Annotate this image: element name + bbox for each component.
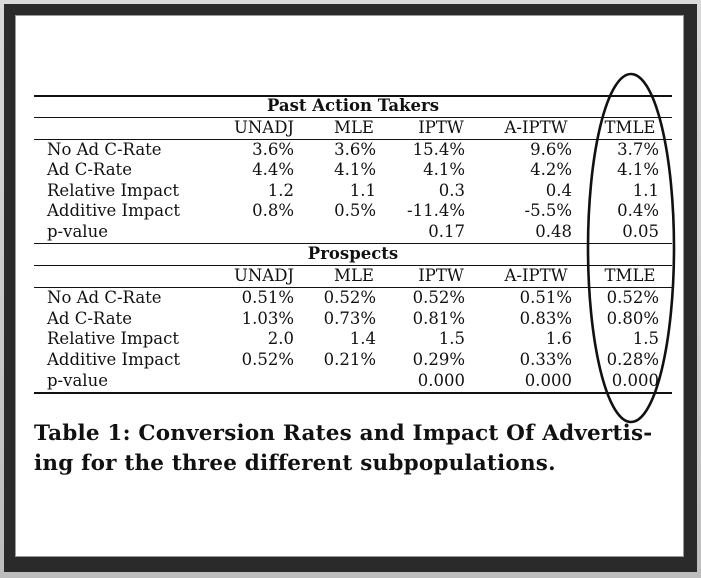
cell-unadj: 4.4%: [252, 160, 294, 179]
group-title-prospects: Prospects: [307, 244, 399, 263]
group-rule: [34, 117, 672, 118]
cell-mle: 1.1: [349, 181, 376, 200]
group-rule: [34, 265, 672, 266]
table-row: p-value 0.000 0.000 0.000: [34, 371, 672, 391]
row-label: Additive Impact: [47, 350, 180, 369]
table-row: No Ad C-Rate 3.6% 3.6% 15.4% 9.6% 3.7%: [34, 140, 672, 160]
table-row: No Ad C-Rate 0.51% 0.52% 0.52% 0.51% 0.5…: [34, 288, 672, 308]
cell-unadj: 1.03%: [241, 309, 294, 328]
cell-a-iptw: 0.33%: [519, 350, 572, 369]
cell-a-iptw: 4.2%: [530, 160, 572, 179]
row-label: No Ad C-Rate: [47, 288, 162, 307]
cell-iptw: 15.4%: [412, 140, 465, 159]
row-label: No Ad C-Rate: [47, 140, 162, 159]
cell-unadj: 3.6%: [252, 140, 294, 159]
cell-unadj: 2.0: [267, 329, 294, 348]
frame-border: [4, 4, 697, 572]
cell-mle: 0.21%: [323, 350, 376, 369]
cell-iptw: 0.52%: [412, 288, 465, 307]
column-header-tmle: TMLE: [604, 118, 656, 137]
row-label: Relative Impact: [47, 181, 179, 200]
cell-tmle: 0.05: [622, 222, 659, 241]
cell-a-iptw: -5.5%: [524, 201, 573, 220]
header-rule: [34, 139, 672, 140]
cell-mle: 0.5%: [334, 201, 376, 220]
cell-tmle: 0.80%: [606, 309, 659, 328]
row-label: p-value: [47, 222, 108, 241]
caption-line-2: ing for the three different subpopulatio…: [34, 451, 556, 476]
column-header-iptw: IPTW: [418, 266, 464, 285]
table-top-rule: [34, 95, 672, 97]
row-label: Ad C-Rate: [47, 160, 132, 179]
table-row: Additive Impact 0.52% 0.21% 0.29% 0.33% …: [34, 350, 672, 370]
column-header-a-iptw: A-IPTW: [504, 266, 568, 285]
row-label: Additive Impact: [47, 201, 180, 220]
slide-canvas: [15, 15, 684, 557]
cell-tmle: 0.52%: [606, 288, 659, 307]
column-header-row: UNADJ MLE IPTW A-IPTW TMLE: [34, 118, 672, 138]
cell-tmle: 0.28%: [606, 350, 659, 369]
table-row: Relative Impact 1.2 1.1 0.3 0.4 1.1: [34, 181, 672, 201]
table-row: Ad C-Rate 4.4% 4.1% 4.1% 4.2% 4.1%: [34, 160, 672, 180]
column-header-unadj: UNADJ: [233, 266, 295, 285]
cell-tmle: 0.4%: [617, 201, 659, 220]
cell-tmle: 0.000: [611, 371, 659, 390]
cell-unadj: 0.8%: [252, 201, 294, 220]
cell-mle: 3.6%: [334, 140, 376, 159]
column-header-mle: MLE: [334, 266, 374, 285]
column-header-tmle: TMLE: [604, 266, 656, 285]
table-row: p-value 0.17 0.48 0.05: [34, 222, 672, 242]
caption-line-1: Table 1: Conversion Rates and Impact Of …: [34, 421, 653, 446]
cell-a-iptw: 9.6%: [530, 140, 572, 159]
table-row: Relative Impact 2.0 1.4 1.5 1.6 1.5: [34, 329, 672, 349]
table-caption: Table 1: Conversion Rates and Impact Of …: [34, 419, 664, 479]
group-title-past-action-takers: Past Action Takers: [266, 96, 440, 115]
table-row: Additive Impact 0.8% 0.5% -11.4% -5.5% 0…: [34, 201, 672, 221]
cell-mle: 1.4: [349, 329, 376, 348]
cell-a-iptw: 1.6: [545, 329, 572, 348]
table-bottom-rule: [34, 392, 672, 394]
cell-tmle: 4.1%: [617, 160, 659, 179]
cell-a-iptw: 0.000: [524, 371, 572, 390]
column-header-mle: MLE: [334, 118, 374, 137]
row-label: Relative Impact: [47, 329, 179, 348]
column-header-a-iptw: A-IPTW: [504, 118, 568, 137]
cell-tmle: 3.7%: [617, 140, 659, 159]
cell-iptw: -11.4%: [407, 201, 465, 220]
cell-iptw: 0.81%: [412, 309, 465, 328]
row-label: p-value: [47, 371, 108, 390]
cell-unadj: 0.52%: [241, 350, 294, 369]
cell-mle: 0.52%: [323, 288, 376, 307]
cell-a-iptw: 0.4: [545, 181, 572, 200]
column-header-iptw: IPTW: [418, 118, 464, 137]
cell-a-iptw: 0.48: [535, 222, 572, 241]
cell-iptw: 0.17: [428, 222, 465, 241]
header-rule: [34, 287, 672, 288]
table-row: Ad C-Rate 1.03% 0.73% 0.81% 0.83% 0.80%: [34, 309, 672, 329]
cell-a-iptw: 0.83%: [519, 309, 572, 328]
cell-iptw: 0.3: [438, 181, 465, 200]
cell-iptw: 1.5: [438, 329, 465, 348]
cell-tmle: 1.5: [632, 329, 659, 348]
cell-unadj: 0.51%: [241, 288, 294, 307]
cell-tmle: 1.1: [632, 181, 659, 200]
cell-iptw: 4.1%: [423, 160, 465, 179]
column-header-row: UNADJ MLE IPTW A-IPTW TMLE: [34, 266, 672, 286]
row-label: Ad C-Rate: [47, 309, 132, 328]
cell-iptw: 0.000: [417, 371, 465, 390]
cell-mle: 4.1%: [334, 160, 376, 179]
cell-a-iptw: 0.51%: [519, 288, 572, 307]
cell-unadj: 1.2: [267, 181, 294, 200]
column-header-unadj: UNADJ: [233, 118, 295, 137]
group-rule: [34, 243, 672, 244]
cell-mle: 0.73%: [323, 309, 376, 328]
cell-iptw: 0.29%: [412, 350, 465, 369]
